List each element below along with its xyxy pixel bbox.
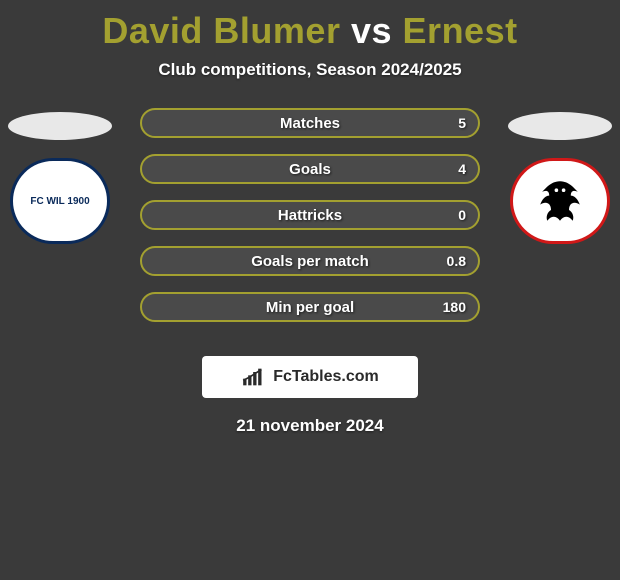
player2-avatar-placeholder: [508, 112, 612, 140]
player2-name: Ernest: [403, 10, 518, 51]
stat-value: 0.8: [447, 253, 466, 269]
branding-text: FcTables.com: [273, 368, 379, 386]
stat-label: Goals per match: [251, 253, 369, 270]
player2-club-badge: [510, 158, 610, 244]
stat-row: Goals 4: [140, 154, 480, 184]
stat-row: Goals per match 0.8: [140, 246, 480, 276]
stat-label: Min per goal: [266, 299, 354, 316]
player1-name: David Blumer: [102, 10, 340, 51]
eagle-icon: [533, 174, 587, 228]
comparison-date: 21 november 2024: [0, 416, 620, 436]
stat-row: Hattricks 0: [140, 200, 480, 230]
stat-value: 0: [458, 207, 466, 223]
stat-label: Hattricks: [278, 207, 342, 224]
stat-label: Goals: [289, 161, 331, 178]
player1-avatar-placeholder: [8, 112, 112, 140]
subtitle: Club competitions, Season 2024/2025: [0, 60, 620, 80]
player2-column: [500, 108, 620, 244]
chart-icon: [241, 367, 267, 387]
vs-label: vs: [351, 10, 392, 51]
stat-value: 5: [458, 115, 466, 131]
club-badge-text: FC WIL 1900: [30, 196, 89, 207]
stat-value: 4: [458, 161, 466, 177]
comparison-body: FC WIL 1900 Matches 5 Goals 4: [0, 108, 620, 338]
stat-row: Matches 5: [140, 108, 480, 138]
stat-value: 180: [443, 299, 466, 315]
stat-row: Min per goal 180: [140, 292, 480, 322]
player1-club-badge: FC WIL 1900: [10, 158, 110, 244]
player1-column: FC WIL 1900: [0, 108, 120, 244]
comparison-title: David Blumer vs Ernest: [0, 0, 620, 52]
branding-badge: FcTables.com: [202, 356, 418, 398]
stat-label: Matches: [280, 115, 340, 132]
stats-list: Matches 5 Goals 4 Hattricks 0 Goals per …: [140, 108, 480, 338]
